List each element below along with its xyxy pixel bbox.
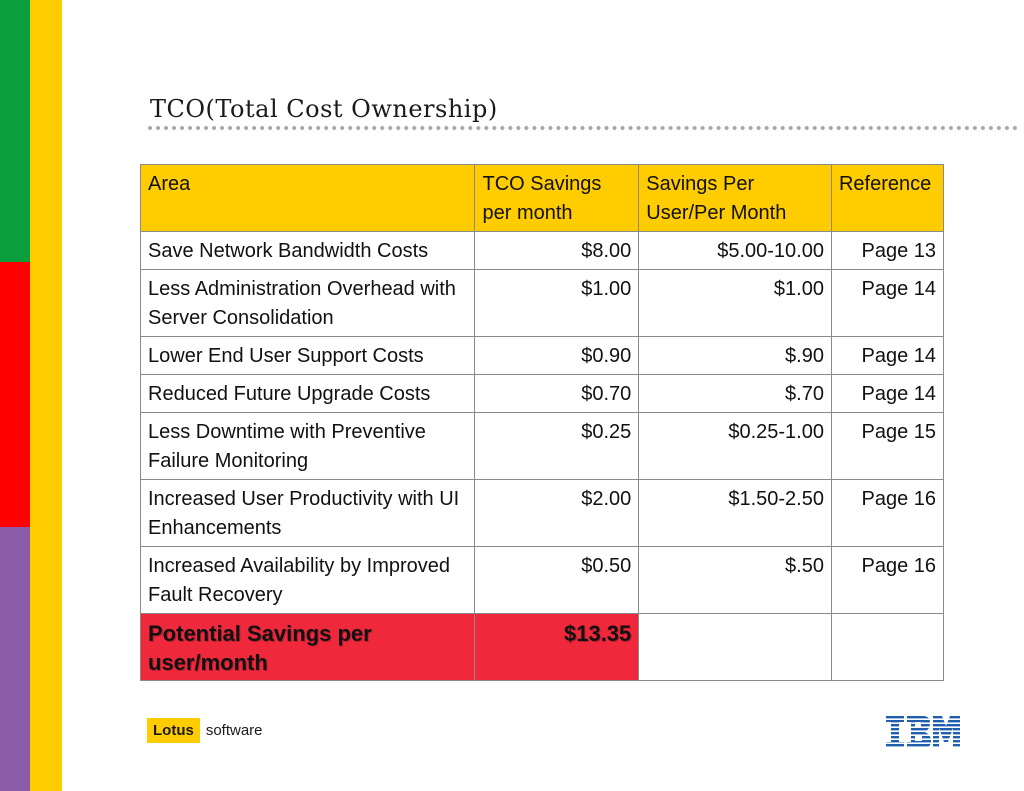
- cell-area: Less Administration Overhead with Server…: [139, 269, 476, 337]
- cell-area: Reduced Future Upgrade Costs: [139, 374, 476, 413]
- accent-bar-yellow: [30, 0, 62, 791]
- cell-tco-savings: $0.90: [474, 336, 640, 375]
- cell-savings-per-user: $0.25-1.00: [638, 412, 832, 480]
- cell-savings-per-user: $.50: [638, 546, 832, 614]
- lotus-logo-box: Lotus: [147, 718, 200, 743]
- total-row: Potential Savings per user/month $13.35: [139, 613, 945, 681]
- table-row: Increased User Productivity with UI Enha…: [139, 479, 945, 547]
- accent-bar-purple: [0, 527, 30, 791]
- cell-savings-per-user: $1.50-2.50: [638, 479, 832, 547]
- title-dotted-rule: [148, 126, 1018, 130]
- total-value: $13.35: [474, 613, 640, 681]
- total-empty-cell: [638, 613, 832, 681]
- table-row: Less Downtime with Preventive Failure Mo…: [139, 412, 945, 480]
- header-tco-savings: TCO Savings per month: [474, 164, 640, 232]
- cell-area: Increased Availability by Improved Fault…: [139, 546, 476, 614]
- cell-reference: Page 15: [830, 412, 945, 480]
- table-header-row: Area TCO Savings per month Savings Per U…: [139, 164, 945, 232]
- header-savings-per-user: Savings Per User/Per Month: [638, 164, 832, 232]
- table-row: Less Administration Overhead with Server…: [139, 269, 945, 337]
- cell-savings-per-user: $.90: [638, 336, 832, 375]
- table-row: Lower End User Support Costs $0.90 $.90 …: [139, 336, 945, 375]
- cell-reference: Page 16: [830, 479, 945, 547]
- header-reference: Reference: [830, 164, 945, 232]
- cell-savings-per-user: $1.00: [638, 269, 832, 337]
- cell-tco-savings: $2.00: [474, 479, 640, 547]
- cell-reference: Page 16: [830, 546, 945, 614]
- cell-reference: Page 14: [830, 336, 945, 375]
- cell-area: Save Network Bandwidth Costs: [139, 231, 476, 270]
- accent-bar-green: [0, 0, 30, 262]
- cell-area: Increased User Productivity with UI Enha…: [139, 479, 476, 547]
- slide-title: TCO(Total Cost Ownership): [150, 95, 498, 123]
- cell-tco-savings: $0.25: [474, 412, 640, 480]
- ibm-logo: [886, 716, 960, 748]
- cell-tco-savings: $0.70: [474, 374, 640, 413]
- total-label: Potential Savings per user/month: [139, 613, 476, 681]
- total-empty-cell: [830, 613, 945, 681]
- cell-tco-savings: $0.50: [474, 546, 640, 614]
- cell-tco-savings: $8.00: [474, 231, 640, 270]
- accent-bar-red: [0, 262, 30, 527]
- cell-tco-savings: $1.00: [474, 269, 640, 337]
- tco-table: Area TCO Savings per month Savings Per U…: [139, 164, 945, 681]
- lotus-software-logo: Lotus software: [147, 718, 263, 743]
- cell-reference: Page 14: [830, 269, 945, 337]
- cell-savings-per-user: $5.00-10.00: [638, 231, 832, 270]
- header-area: Area: [139, 164, 476, 232]
- cell-area: Lower End User Support Costs: [139, 336, 476, 375]
- table-row: Save Network Bandwidth Costs $8.00 $5.00…: [139, 231, 945, 270]
- cell-area: Less Downtime with Preventive Failure Mo…: [139, 412, 476, 480]
- cell-reference: Page 13: [830, 231, 945, 270]
- table-row: Reduced Future Upgrade Costs $0.70 $.70 …: [139, 374, 945, 413]
- cell-savings-per-user: $.70: [638, 374, 832, 413]
- lotus-logo-suffix: software: [205, 722, 263, 739]
- table-row: Increased Availability by Improved Fault…: [139, 546, 945, 614]
- cell-reference: Page 14: [830, 374, 945, 413]
